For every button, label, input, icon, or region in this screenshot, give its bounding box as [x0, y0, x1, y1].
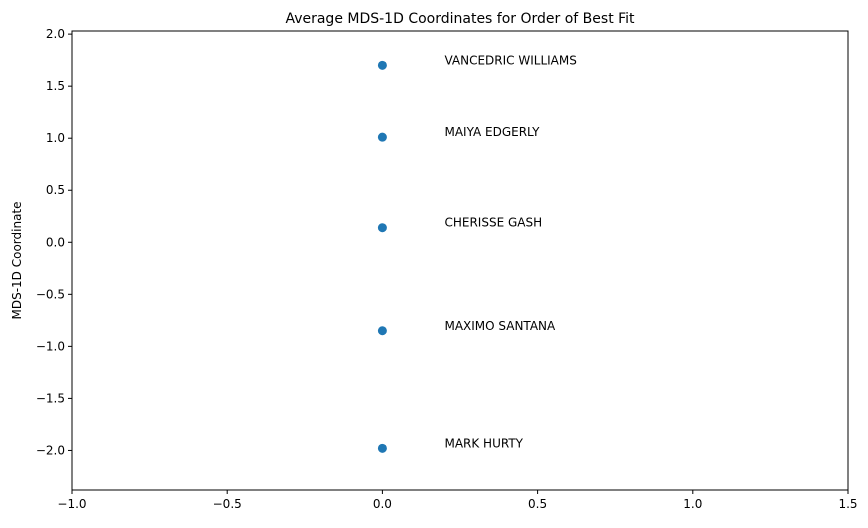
point-label: CHERISSE GASH — [444, 216, 542, 230]
x-axis: −1.0 −0.5 0.0 0.5 1.0 1.5 — [57, 490, 858, 511]
x-tick-label: −0.5 — [213, 497, 242, 511]
x-tick-label: 1.0 — [683, 497, 702, 511]
data-point — [377, 326, 387, 336]
y-tick-label: 1.0 — [46, 131, 65, 145]
chart-title: Average MDS-1D Coordinates for Order of … — [285, 11, 635, 27]
y-tick-label: 0.0 — [46, 235, 65, 249]
y-axis: 2.0 1.5 1.0 0.5 0.0 −0.5 −1.0 −1.5 −2.0 — [36, 27, 72, 457]
y-tick-label: −2.0 — [36, 443, 65, 457]
y-tick-label: −0.5 — [36, 287, 65, 301]
data-point — [377, 132, 387, 142]
point-label: MAIYA EDGERLY — [444, 125, 540, 139]
x-tick-label: 0.5 — [528, 497, 547, 511]
y-tick-label: −1.0 — [36, 339, 65, 353]
point-label: MAXIMO SANTANA — [444, 319, 556, 333]
y-tick-label: 1.5 — [46, 79, 65, 93]
y-tick-label: 0.5 — [46, 183, 65, 197]
x-tick-label: 1.5 — [838, 497, 857, 511]
x-tick-label: −1.0 — [57, 497, 86, 511]
data-point — [377, 223, 387, 233]
plot-area-frame — [71, 30, 849, 491]
point-label: VANCEDRIC WILLIAMS — [444, 53, 576, 67]
data-point — [377, 443, 387, 453]
data-point — [377, 60, 387, 70]
y-tick-label: −1.5 — [36, 391, 65, 405]
point-label: MARK HURTY — [444, 436, 523, 450]
y-tick-label: 2.0 — [46, 27, 65, 41]
x-tick-label: 0.0 — [373, 497, 392, 511]
data-points — [377, 60, 387, 453]
point-labels: VANCEDRIC WILLIAMS MAIYA EDGERLY CHERISSE … — [444, 53, 576, 450]
y-axis-label: MDS-1D Coordinate — [10, 201, 24, 319]
